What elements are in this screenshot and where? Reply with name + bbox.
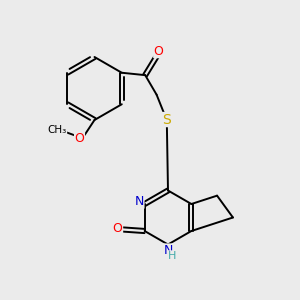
Text: O: O bbox=[75, 131, 84, 145]
Text: O: O bbox=[154, 45, 164, 58]
Text: S: S bbox=[162, 112, 171, 127]
Text: N: N bbox=[163, 244, 173, 257]
Text: H: H bbox=[168, 251, 176, 261]
Text: N: N bbox=[134, 195, 144, 208]
Text: CH₃: CH₃ bbox=[47, 125, 67, 135]
Text: O: O bbox=[113, 222, 123, 235]
